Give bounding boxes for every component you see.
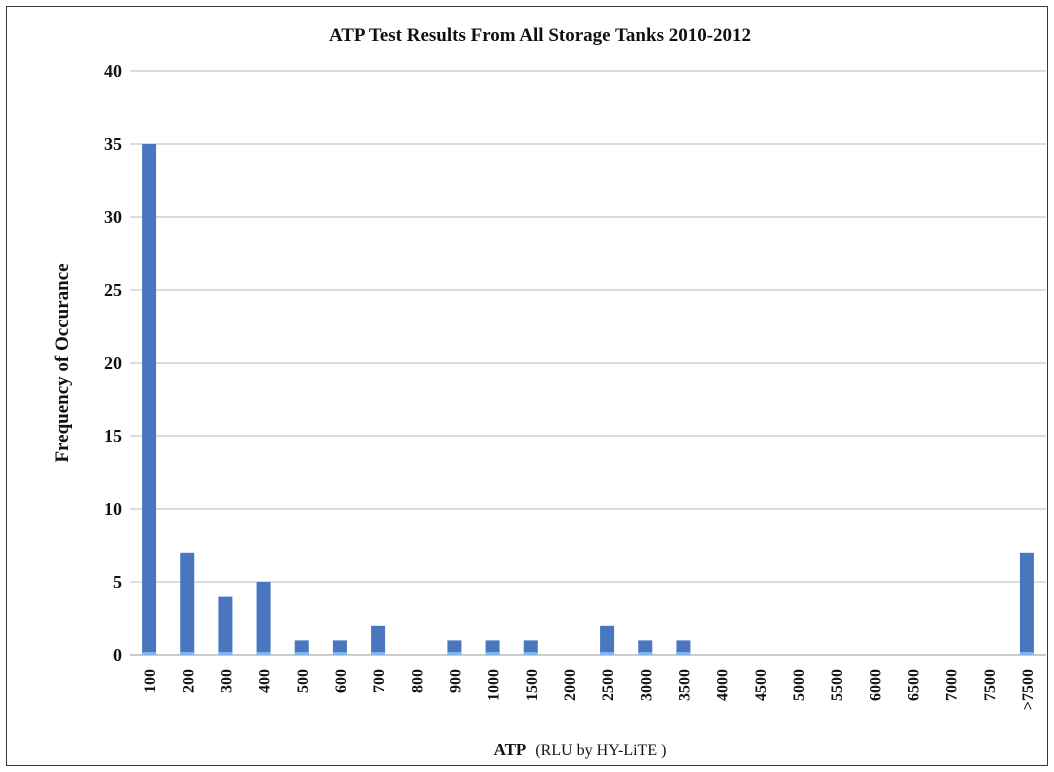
bar-3500 [676, 640, 691, 655]
bar-base->7500 [1019, 652, 1034, 655]
x-tick-label: 5500 [829, 669, 846, 701]
y-tick-label: 0 [113, 645, 122, 665]
bar-600 [332, 640, 347, 655]
x-tick-label: 5000 [791, 669, 808, 701]
x-tick-label: 4000 [715, 669, 732, 701]
y-tick-label: 20 [104, 353, 122, 373]
x-tick-label: 6000 [867, 669, 884, 701]
y-tick-label: 25 [104, 280, 122, 300]
x-tick-label: 100 [142, 669, 159, 693]
x-tick-label: 900 [447, 669, 464, 693]
bar-base-600 [332, 652, 347, 655]
bar-100 [142, 144, 157, 655]
bar-900 [447, 640, 462, 655]
bar-base-500 [294, 652, 309, 655]
bar-base-100 [142, 652, 157, 655]
x-tick-label: 6500 [905, 669, 922, 701]
bar-300 [218, 596, 233, 655]
x-tick-label: 2000 [562, 669, 579, 701]
y-tick-label: 5 [113, 572, 122, 592]
x-tick-label: 800 [409, 669, 426, 693]
bar-base-400 [256, 652, 271, 655]
bar-base-1000 [485, 652, 500, 655]
bar-200 [180, 552, 195, 655]
bar-500 [294, 640, 309, 655]
bar-base-3500 [676, 652, 691, 655]
x-tick-label: 400 [257, 669, 274, 693]
x-tick-label: 3500 [676, 669, 693, 701]
y-tick-label: 10 [104, 499, 122, 519]
x-tick-label: 2500 [600, 669, 617, 701]
chart-title: ATP Test Results From All Storage Tanks … [329, 25, 751, 46]
x-tick-label: 1000 [486, 669, 503, 701]
x-tick-label: 7000 [944, 669, 961, 701]
bar-base-2500 [600, 652, 615, 655]
bar-3000 [638, 640, 653, 655]
bar-base-900 [447, 652, 462, 655]
x-axis-label: ATP (RLU by HY-LiTE ) [494, 740, 667, 759]
y-tick-label: 35 [104, 134, 122, 154]
bar-base-200 [180, 652, 195, 655]
chart-frame [6, 6, 1048, 766]
x-tick-label: 7500 [982, 669, 999, 701]
gridlines [130, 70, 1046, 656]
bar-base-300 [218, 652, 233, 655]
bar-400 [256, 582, 271, 655]
x-tick-label: 1500 [524, 669, 541, 701]
x-tick-label: 3000 [638, 669, 655, 701]
x-tick-label: 500 [295, 669, 312, 693]
x-tick-label: 700 [371, 669, 388, 693]
bar-2500 [600, 625, 615, 655]
bar->7500 [1019, 552, 1034, 655]
x-axis-label-unit: (RLU by HY-LiTE ) [535, 742, 666, 759]
bar-base-3000 [638, 652, 653, 655]
bar-1500 [523, 640, 538, 655]
y-axis-ticks: 0 5 10 15 20 25 30 35 40 [104, 61, 122, 665]
y-tick-label: 40 [104, 61, 122, 81]
y-tick-label: 30 [104, 207, 122, 227]
x-tick-label: 4500 [753, 669, 770, 701]
x-axis-ticks: 100 200 300 400 500 600 700 800 900 1000 1500 2000 2… [142, 669, 1037, 710]
bars [142, 144, 1034, 655]
x-tick-label: >7500 [1020, 669, 1037, 710]
y-axis-label: Frequency of Occurance [52, 263, 73, 462]
bar-700 [371, 625, 386, 655]
x-axis-label-prefix: ATP [494, 740, 527, 759]
bar-base-1500 [523, 652, 538, 655]
y-tick-label: 15 [104, 426, 122, 446]
x-tick-label: 200 [180, 669, 197, 693]
x-tick-label: 600 [333, 669, 350, 693]
x-tick-label: 300 [218, 669, 235, 693]
bar-1000 [485, 640, 500, 655]
bar-base-700 [371, 652, 386, 655]
